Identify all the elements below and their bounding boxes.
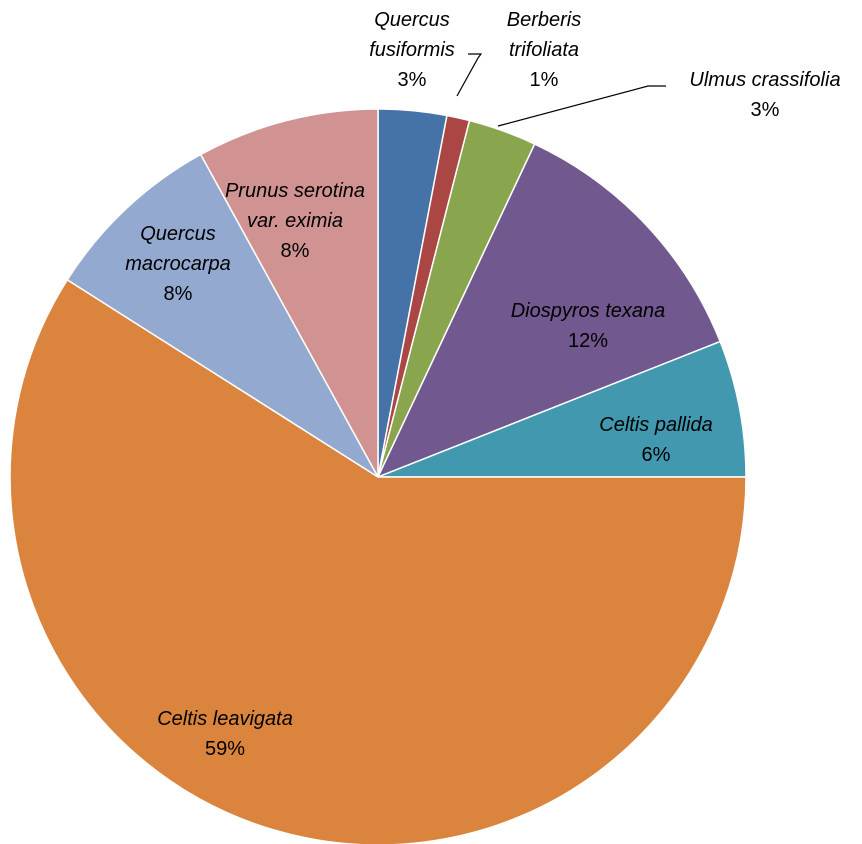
slice-percent: 12% bbox=[568, 330, 608, 352]
slice-category-name: Diospyros texana bbox=[511, 300, 666, 322]
leader-line bbox=[456, 53, 483, 97]
leader-line bbox=[497, 85, 666, 127]
pie-slices bbox=[9, 108, 747, 844]
slice-percent: 8% bbox=[164, 283, 193, 305]
slice-percent: 6% bbox=[642, 444, 671, 466]
slice-label: Quercus fusiformis 3% bbox=[369, 9, 455, 91]
pie-slice-celtis-pallida bbox=[377, 340, 747, 478]
slice-category-name: Berberis bbox=[507, 9, 581, 31]
slice-category-name: Celtis leavigata bbox=[157, 708, 293, 730]
pie-slice-celtis-leavigata bbox=[9, 278, 747, 844]
slice-label: Celtis leavigata 59% bbox=[157, 708, 293, 760]
slice-percent: 8% bbox=[281, 240, 310, 262]
leader-lines bbox=[456, 53, 666, 127]
slice-percent: 59% bbox=[205, 738, 245, 760]
slice-label: Berberis trifoliata 1% bbox=[507, 9, 581, 91]
slice-labels: Quercus fusiformis 3% Berberis trifoliata 1% U… bbox=[125, 9, 840, 760]
slice-category-name: trifoliata bbox=[509, 39, 579, 61]
slice-label: Celtis pallida 6% bbox=[599, 414, 712, 466]
slice-category-name: macrocarpa bbox=[125, 253, 231, 275]
slice-category-name: Quercus bbox=[140, 223, 216, 245]
pie-slice-diospyros-texana bbox=[376, 143, 722, 479]
slice-percent: 3% bbox=[398, 69, 427, 91]
slice-category-name: var. eximia bbox=[247, 210, 343, 232]
slice-label: Quercus macrocarpa 8% bbox=[125, 223, 231, 305]
slice-label: Ulmus crassifolia 3% bbox=[689, 69, 840, 121]
pie-slice-quercus-macrocarpa bbox=[66, 153, 379, 478]
slice-category-name: Prunus serotina bbox=[225, 180, 365, 202]
slice-category-name: Ulmus crassifolia bbox=[689, 69, 840, 91]
slice-label: Diospyros texana 12% bbox=[511, 300, 666, 352]
pie-slice-prunus-serotina-var-eximia bbox=[199, 108, 379, 478]
slice-percent: 3% bbox=[751, 99, 780, 121]
slice-category-name: Quercus bbox=[374, 9, 450, 31]
slice-category-name: Celtis pallida bbox=[599, 414, 712, 436]
slice-label: Prunus serotina var. eximia 8% bbox=[225, 180, 365, 262]
slice-category-name: fusiformis bbox=[369, 39, 455, 61]
slice-percent: 1% bbox=[530, 69, 559, 91]
